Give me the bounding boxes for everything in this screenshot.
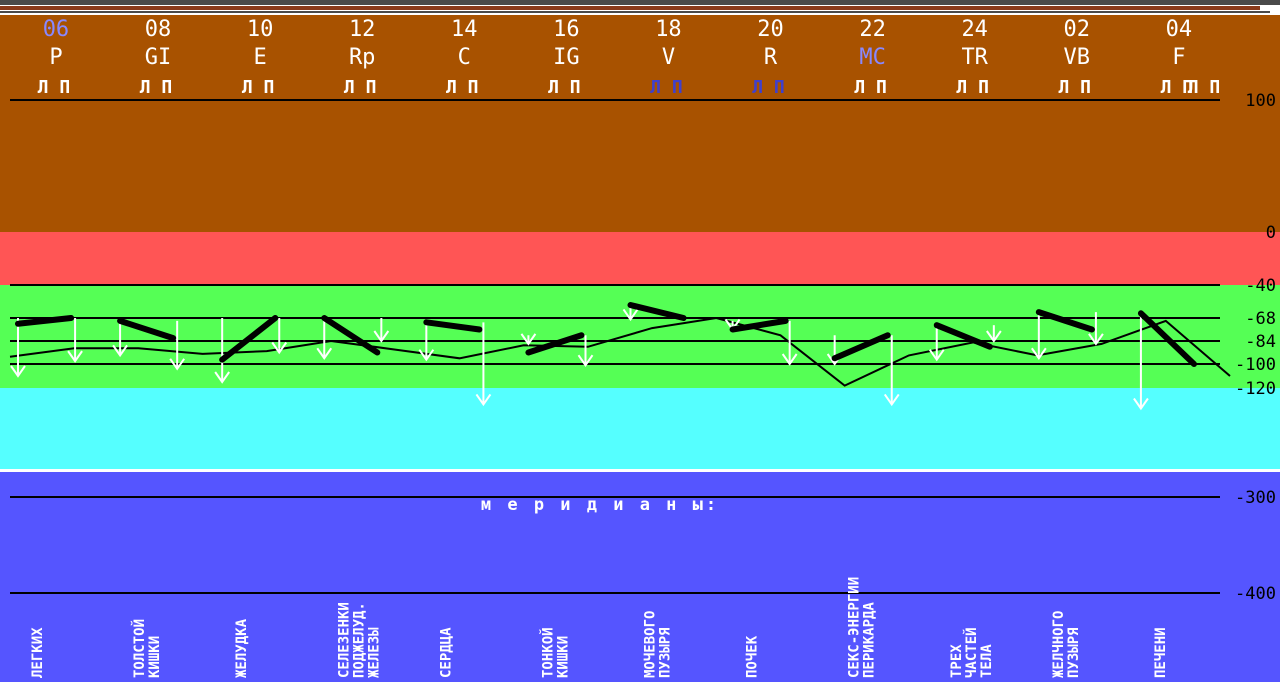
y-tick-label: -84: [1245, 332, 1276, 352]
y-tick-label: 100: [1245, 91, 1276, 111]
zone-bands: [0, 15, 1280, 682]
meridian-code: C: [458, 45, 471, 70]
meridian-name: ПОЧЕК: [745, 635, 761, 678]
lp-label: Л П: [1059, 77, 1092, 98]
meridian-name: ТОНКОЙ: [539, 627, 556, 678]
lp-label: Л П: [446, 77, 479, 98]
meridian-name: СЕКС-ЭНЕРГИИ: [847, 577, 863, 678]
meridian-name: ПУЗЫРЯ: [658, 627, 674, 678]
lp-label: Л П: [752, 77, 785, 98]
meridian-name: МОЧЕВОГО: [643, 611, 659, 678]
meridian-number: 20: [757, 17, 784, 42]
meridian-number: 22: [859, 17, 886, 42]
lp-label: Л П: [548, 77, 581, 98]
meridian-name: КИШКИ: [555, 636, 571, 678]
y-tick-label: -100: [1235, 355, 1276, 375]
lp-label: Л П: [854, 77, 887, 98]
y-tick-label: -68: [1245, 309, 1276, 329]
meridian-code: E: [253, 45, 266, 70]
meridian-number: 06: [43, 17, 70, 42]
zone-band: [0, 285, 1280, 388]
lp-label: Л П: [344, 77, 377, 98]
y-tick-label: -120: [1235, 379, 1276, 399]
meridian-code: MC: [859, 45, 886, 70]
meridian-name: ТЕЛА: [979, 644, 995, 678]
meridian-code: V: [662, 45, 675, 70]
meridian-code: IG: [553, 45, 580, 70]
meridian-number: 18: [655, 17, 682, 42]
meridian-code: TR: [961, 45, 988, 70]
meridian-name: ЖЕЛУДКА: [234, 618, 250, 678]
meridian-name: ТОЛСТОЙ: [131, 619, 148, 678]
zone-band: [0, 388, 1280, 470]
meridian-number: 08: [145, 17, 172, 42]
meridian-name: ЛЕГКИХ: [30, 627, 46, 678]
zone-separator: [0, 469, 1280, 472]
meridian-name: ЖЕЛЕЗЫ: [366, 627, 382, 678]
meridian-number: 04: [1166, 17, 1193, 42]
meridian-name: КИШКИ: [147, 636, 163, 678]
meridian-name: СЕЛЕЗЕНКИ: [336, 602, 352, 678]
meridian-code: VB: [1064, 45, 1091, 70]
meridian-number: 12: [349, 17, 376, 42]
meridian-number: 14: [451, 17, 478, 42]
meridian-name: ПОДЖЕЛУД.: [351, 602, 367, 678]
y-tick-label: -400: [1235, 584, 1276, 604]
lp-label: Л П: [956, 77, 989, 98]
y-tick-label: 0: [1266, 223, 1276, 243]
meridian-code: R: [764, 45, 778, 70]
zone-band: [0, 100, 1280, 232]
meridian-name: ТРЕХ: [949, 644, 965, 678]
meridian-name: ПУЗЫРЯ: [1066, 627, 1082, 678]
zone-band: [0, 232, 1280, 285]
lp-label: Л П: [650, 77, 683, 98]
meridian-name: ЧАСТЕЙ: [963, 627, 980, 678]
lp-label: Л П: [1188, 77, 1221, 98]
y-tick-label: -40: [1245, 276, 1276, 296]
lp-label: Л П: [38, 77, 71, 98]
meridian-code: Rp: [349, 45, 376, 70]
meridian-number: 16: [553, 17, 580, 42]
meridian-name: ПЕРИКАРДА: [862, 602, 878, 678]
meridian-number: 02: [1064, 17, 1091, 42]
meridian-code: F: [1172, 45, 1185, 70]
meridian-code: GI: [145, 45, 172, 70]
meridian-name: СЕРДЦА: [438, 627, 454, 678]
lp-label: Л П: [242, 77, 275, 98]
meridian-name: ПЕЧЕНИ: [1153, 627, 1169, 678]
meridian-code: P: [49, 45, 62, 70]
y-tick-label: -300: [1235, 488, 1276, 508]
meridian-name: ЖЕЛЧНОГО: [1051, 611, 1067, 678]
meridians-title: м е р и д и а н ы:: [481, 495, 719, 515]
meridian-number: 10: [247, 17, 274, 42]
meridian-number: 24: [961, 17, 988, 42]
lp-label: Л П: [140, 77, 173, 98]
